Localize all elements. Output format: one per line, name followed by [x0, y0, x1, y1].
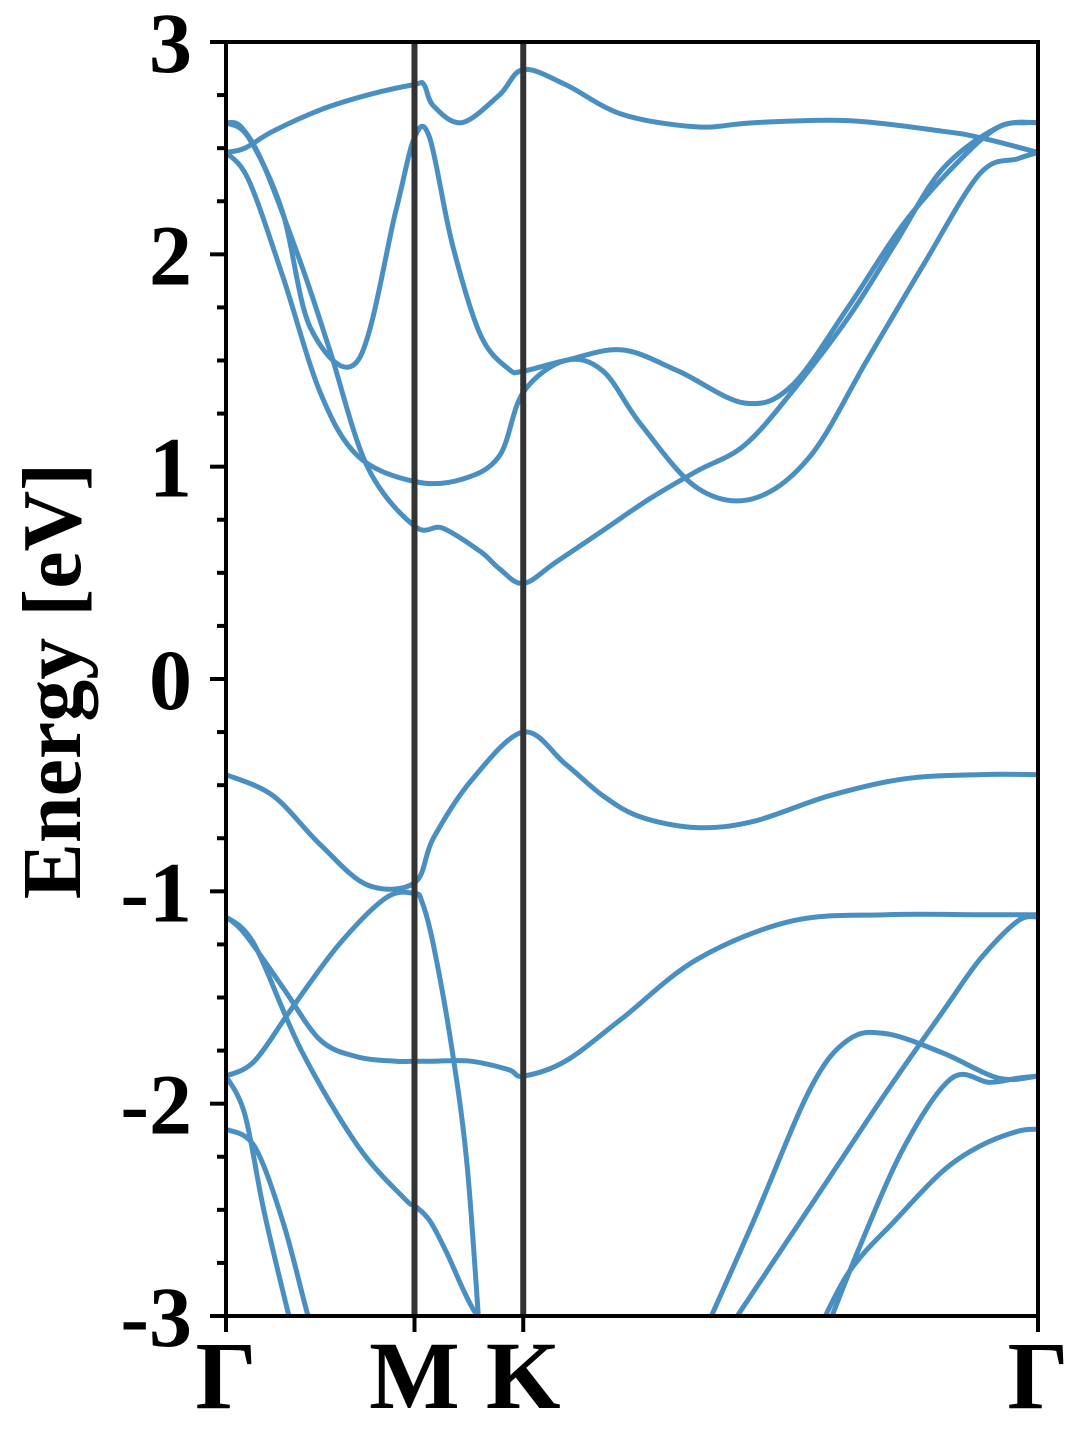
band-line	[226, 1126, 311, 1316]
band-line	[226, 66, 1038, 155]
bands-group	[226, 66, 1038, 1316]
y-tick-label: 0	[149, 632, 192, 728]
y-tick-label: -1	[120, 844, 192, 940]
band-line	[226, 914, 481, 1316]
y-axis-label: Energy [eV]	[6, 463, 99, 899]
band-line	[226, 911, 1038, 1079]
x-tick-label: Γ	[195, 1322, 256, 1429]
band-line	[708, 1029, 1038, 1316]
y-tick-label: 2	[149, 207, 192, 303]
x-tick-label: M	[369, 1322, 460, 1429]
band-line	[822, 1126, 1038, 1316]
band-line	[829, 1071, 1038, 1316]
y-tick-label: 3	[149, 0, 192, 91]
y-tick-label: -3	[120, 1269, 192, 1365]
y-tick-label: 1	[149, 420, 192, 516]
band-line	[734, 914, 1038, 1316]
y-axis-ticks: 3 2 1 0 -1 -2 -3	[120, 0, 226, 1365]
band-line	[226, 889, 481, 1316]
band-line	[226, 119, 1038, 586]
band-line	[226, 149, 1038, 504]
x-tick-label: Γ	[1007, 1322, 1068, 1429]
high-symmetry-lines	[411, 42, 527, 1316]
band-line	[226, 729, 1038, 892]
x-tick-label: K	[486, 1322, 561, 1429]
band-line	[226, 119, 1038, 407]
band-line	[226, 1073, 292, 1316]
y-tick-label: -2	[120, 1057, 192, 1153]
